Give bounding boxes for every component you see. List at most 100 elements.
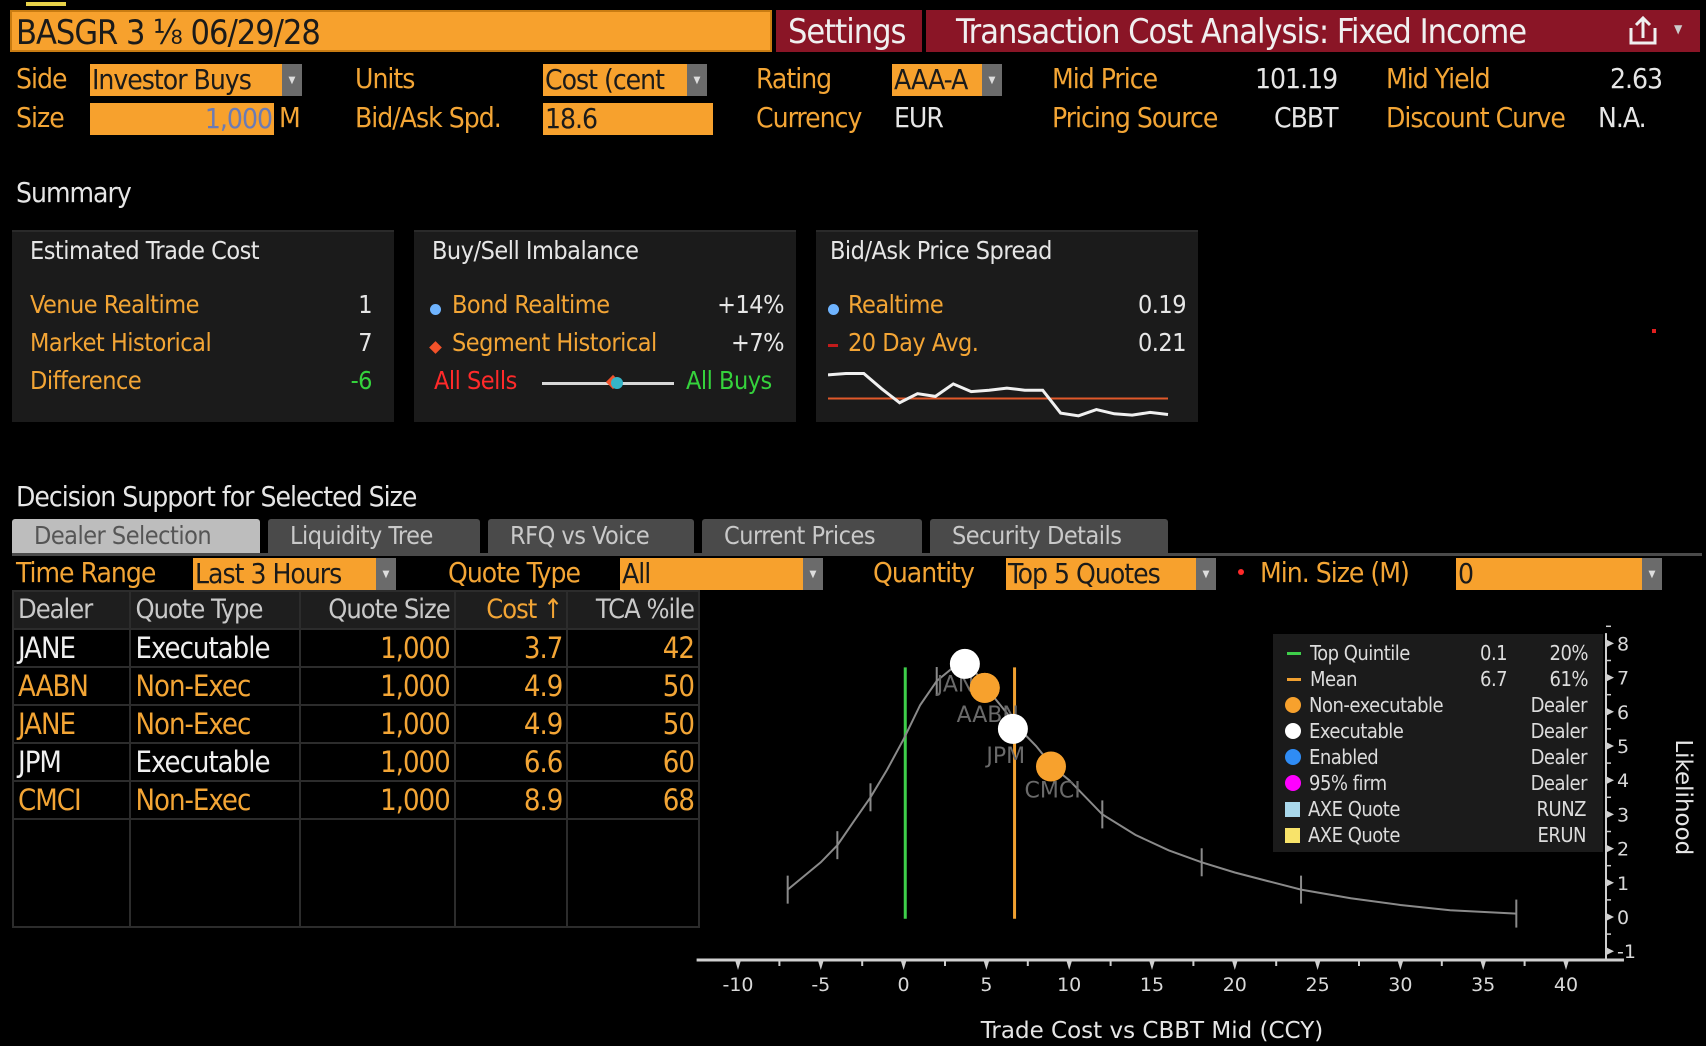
quote-point (949, 648, 980, 679)
col-cost[interactable]: Cost ↑ (453, 590, 569, 630)
col-dealer[interactable]: Dealer (11, 590, 132, 630)
bond-realtime-value: +14% (717, 290, 784, 319)
x-major-tick (983, 960, 990, 970)
legend-label: Executable (1309, 719, 1404, 743)
legend-dot-icon (1285, 697, 1301, 713)
rating-select[interactable]: AAA-A ▼ (892, 64, 1002, 96)
tab-current-prices[interactable]: Current Prices (702, 519, 922, 553)
units-select[interactable]: Cost (cent ▼ (543, 64, 707, 96)
x-tick-label: -5 (811, 974, 830, 996)
security-bar[interactable]: BASGR 3 ⅛ 06/29/28 (10, 10, 772, 53)
bid-ask-spread-input[interactable]: 18.6 (543, 103, 713, 135)
tab-dealer-selection[interactable]: Dealer Selection (12, 519, 260, 553)
table-row[interactable]: CMCI Non-Exec 1,000 8.9 68 (11, 780, 700, 820)
legend-item: Non-executable Dealer (1273, 692, 1603, 718)
x-major-tick (1397, 960, 1404, 970)
x-tick-label: 35 (1471, 974, 1495, 996)
summary-heading: Summary (16, 176, 132, 209)
bond-realtime-dot-icon (430, 304, 441, 315)
legend-line-icon (1287, 677, 1301, 681)
x-major-tick (1149, 960, 1155, 970)
x-major-tick (1231, 960, 1238, 970)
legend-label: Non-executable (1309, 693, 1444, 717)
spread-title: Bid/Ask Price Spread (830, 236, 1052, 265)
cell-dealer: JANE (11, 628, 132, 668)
legend-label: AXE Quote (1308, 823, 1400, 847)
y-tick-label: 8 (1617, 633, 1629, 655)
venue-realtime-value: 1 (358, 290, 372, 319)
x-major-tick (1563, 960, 1569, 970)
y-major-tick (1606, 844, 1614, 853)
tab-rfq-vs-voice[interactable]: RFQ vs Voice (488, 519, 694, 553)
time-range-select[interactable]: Last 3 Hours ▼ (193, 558, 396, 590)
table-header-row: Dealer Quote Type Quote Size Cost ↑ TCA … (11, 590, 700, 630)
cell-cost: 3.7 (453, 628, 569, 668)
y-major-tick (1606, 913, 1614, 921)
table-row[interactable]: JANE Executable 1,000 3.7 42 (11, 628, 700, 668)
market-historical-label: Market Historical (30, 328, 212, 357)
y-tick-label: 2 (1617, 839, 1629, 861)
imbalance-slider (542, 374, 674, 390)
min-size-dropdown-icon[interactable]: ▼ (1642, 558, 1662, 590)
pricing-source-value: CBBT (1274, 101, 1339, 134)
discount-curve-label: Discount Curve (1386, 101, 1566, 134)
units-dropdown-icon[interactable]: ▼ (687, 64, 707, 96)
cell-dealer: AABN (11, 666, 132, 706)
side-select[interactable]: Investor Buys ▼ (90, 64, 302, 96)
y-major-tick (1606, 776, 1614, 785)
rating-dropdown-icon[interactable]: ▼ (982, 64, 1002, 96)
table-row[interactable]: AABN Non-Exec 1,000 4.9 50 (11, 666, 700, 706)
sparkline-series (828, 372, 1169, 418)
cell-pct: 42 (566, 628, 700, 668)
y-major-tick (1606, 742, 1614, 750)
tab-liquidity-tree[interactable]: Liquidity Tree (268, 519, 480, 553)
legend-label: Enabled (1309, 745, 1379, 769)
col-tca-percentile[interactable]: TCA %ile (566, 590, 700, 630)
cell-size: 1,000 (299, 780, 456, 820)
time-range-dropdown-icon[interactable]: ▼ (376, 558, 396, 590)
legend-value: 0.1 (1480, 641, 1508, 665)
legend-item: AXE Quote ERUN (1273, 822, 1603, 848)
legend-item: Enabled Dealer (1273, 744, 1603, 770)
rating-label: Rating (756, 62, 832, 95)
quantity-select[interactable]: Top 5 Quotes ▼ (1006, 558, 1216, 590)
tab-strip: Dealer Selection Liquidity Tree RFQ vs V… (12, 519, 1168, 553)
size-input[interactable]: 1,000 (90, 103, 274, 135)
min-size-value: 0 (1456, 558, 1642, 590)
all-buys-label: All Buys (686, 366, 772, 395)
units-label: Units (355, 62, 415, 95)
currency-label: Currency (756, 101, 862, 134)
tab-security-details[interactable]: Security Details (930, 519, 1168, 553)
table-row[interactable]: JPM Executable 1,000 6.6 60 (11, 742, 700, 782)
bond-realtime-label: Bond Realtime (452, 290, 610, 319)
realtime-dot-icon (828, 304, 839, 315)
settings-button[interactable]: Settings (776, 10, 922, 52)
cell-cost: 4.9 (453, 704, 569, 744)
x-tick-label: 30 (1388, 974, 1412, 996)
legend-label: Mean (1310, 667, 1358, 691)
security-ticker: BASGR 3 ⅛ 06/29/28 (16, 13, 321, 53)
window-marker (26, 2, 66, 6)
legend-label: 95% firm (1309, 771, 1387, 795)
difference-value: -6 (350, 366, 373, 395)
y-tick-label: 1 (1617, 873, 1629, 895)
y-tick-label: 3 (1617, 804, 1629, 826)
x-tick-label: -10 (722, 974, 753, 996)
side-dropdown-icon[interactable]: ▼ (282, 64, 302, 96)
share-dropdown-icon[interactable]: ▼ (1674, 22, 1683, 36)
y-major-tick (1606, 639, 1614, 648)
min-size-select[interactable]: 0 ▼ (1456, 558, 1662, 590)
cell-type: Executable (129, 628, 302, 668)
col-quote-size[interactable]: Quote Size (299, 590, 456, 630)
quote-type-select[interactable]: All ▼ (620, 558, 823, 590)
col-quote-type[interactable]: Quote Type (129, 590, 302, 630)
x-tick-label: 15 (1140, 974, 1164, 996)
table-row[interactable]: JANE Non-Exec 1,000 4.9 50 (11, 704, 700, 744)
venue-realtime-label: Venue Realtime (30, 290, 199, 319)
legend-source: Dealer (1530, 771, 1588, 795)
cell-cost: 4.9 (453, 666, 569, 706)
share-icon[interactable] (1626, 15, 1660, 46)
cell-empty (11, 818, 132, 928)
quote-type-dropdown-icon[interactable]: ▼ (803, 558, 823, 590)
quantity-dropdown-icon[interactable]: ▼ (1196, 558, 1216, 590)
